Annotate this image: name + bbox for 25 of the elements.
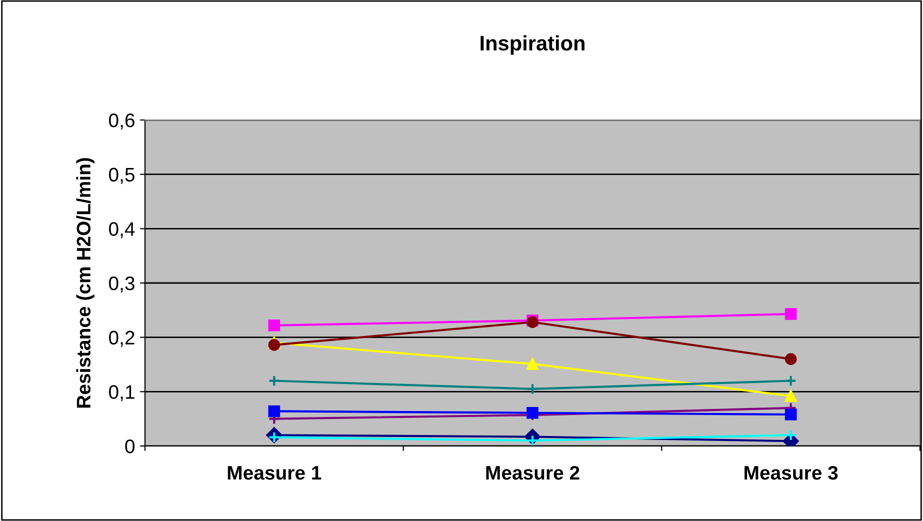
point (784, 408, 797, 420)
point (784, 390, 797, 402)
x-tick-label: Measure 1 (228, 466, 322, 480)
point (526, 383, 538, 395)
chart-title: Inspiration (480, 35, 584, 55)
y-tick-label: 0,5 (109, 168, 134, 184)
y-tick-label: 0,1 (109, 385, 134, 402)
point (268, 405, 280, 418)
point (526, 406, 538, 419)
point (784, 353, 797, 365)
point (268, 319, 280, 332)
x-tick-label: Measure 3 (744, 466, 838, 480)
point (784, 429, 797, 442)
x-tick-label: Measure 2 (486, 466, 580, 480)
y-tick-label: 0,2 (109, 330, 134, 347)
y-tick-label: 0,4 (109, 222, 135, 238)
y-axis-title: Resistance (cm H2O/L/min) (76, 158, 94, 408)
point (784, 308, 797, 320)
point (784, 374, 797, 387)
point (526, 358, 538, 370)
y-tick-label: 0 (125, 439, 135, 454)
y-tick-label: 0,3 (109, 276, 134, 293)
y-tick-label: 0,6 (109, 113, 134, 130)
point (268, 374, 280, 387)
point (268, 339, 280, 351)
